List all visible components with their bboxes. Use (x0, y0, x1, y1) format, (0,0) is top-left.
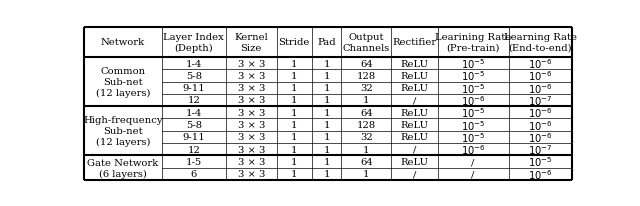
Text: /: / (472, 170, 475, 179)
Text: $10^{-5}$: $10^{-5}$ (461, 57, 485, 71)
Text: 3 × 3: 3 × 3 (237, 59, 265, 68)
Text: 1-4: 1-4 (186, 108, 202, 117)
Text: 64: 64 (360, 59, 372, 68)
Text: $10^{-5}$: $10^{-5}$ (461, 69, 485, 83)
Text: 12: 12 (188, 145, 200, 154)
Text: 1: 1 (323, 84, 330, 93)
Text: 1: 1 (291, 59, 298, 68)
Text: ReLU: ReLU (401, 108, 429, 117)
Text: 9-11: 9-11 (182, 133, 205, 142)
Text: $10^{-5}$: $10^{-5}$ (461, 106, 485, 120)
Text: ReLU: ReLU (401, 133, 429, 142)
Text: 3 × 3: 3 × 3 (237, 108, 265, 117)
Text: 128: 128 (356, 121, 376, 130)
Text: Rectifier: Rectifier (392, 38, 436, 47)
Text: Common
Sub-net
(12 layers): Common Sub-net (12 layers) (95, 67, 150, 98)
Text: 1: 1 (323, 121, 330, 130)
Text: Kernel
Size: Kernel Size (234, 33, 268, 53)
Text: ReLU: ReLU (401, 59, 429, 68)
Text: ReLU: ReLU (401, 84, 429, 93)
Text: Pad: Pad (317, 38, 336, 47)
Text: High-frequency
Sub-net
(12 layers): High-frequency Sub-net (12 layers) (83, 116, 163, 147)
Text: 1: 1 (323, 133, 330, 142)
Text: 1: 1 (291, 71, 298, 81)
Text: 1: 1 (323, 157, 330, 166)
Text: 32: 32 (360, 84, 372, 93)
Text: Learining Rate
(Pre-train): Learining Rate (Pre-train) (435, 33, 511, 53)
Text: 3 × 3: 3 × 3 (237, 145, 265, 154)
Text: Stride: Stride (278, 38, 310, 47)
Text: 1: 1 (291, 108, 298, 117)
Text: Network: Network (101, 38, 145, 47)
Text: 1: 1 (291, 170, 298, 179)
Text: $10^{-5}$: $10^{-5}$ (528, 155, 552, 169)
Text: Output
Channels: Output Channels (342, 33, 390, 53)
Text: $10^{-7}$: $10^{-7}$ (528, 94, 552, 107)
Text: 1: 1 (363, 145, 369, 154)
Text: 1: 1 (291, 96, 298, 105)
Text: 1: 1 (291, 145, 298, 154)
Text: $10^{-6}$: $10^{-6}$ (528, 106, 552, 120)
Text: $10^{-6}$: $10^{-6}$ (528, 69, 552, 83)
Text: 128: 128 (356, 71, 376, 81)
Text: /: / (472, 157, 475, 166)
Text: $10^{-6}$: $10^{-6}$ (528, 130, 552, 144)
Text: 1: 1 (323, 170, 330, 179)
Text: 3 × 3: 3 × 3 (237, 170, 265, 179)
Text: $10^{-6}$: $10^{-6}$ (528, 118, 552, 132)
Text: 1: 1 (291, 157, 298, 166)
Text: $10^{-6}$: $10^{-6}$ (528, 81, 552, 95)
Text: /: / (413, 145, 416, 154)
Text: /: / (413, 96, 416, 105)
Text: $10^{-6}$: $10^{-6}$ (461, 143, 486, 156)
Text: 3 × 3: 3 × 3 (237, 133, 265, 142)
Text: ReLU: ReLU (401, 121, 429, 130)
Text: 1: 1 (323, 96, 330, 105)
Text: 1-4: 1-4 (186, 59, 202, 68)
Text: 3 × 3: 3 × 3 (237, 157, 265, 166)
Text: 1: 1 (363, 96, 369, 105)
Text: 64: 64 (360, 157, 372, 166)
Text: 1: 1 (291, 84, 298, 93)
Text: 6: 6 (191, 170, 197, 179)
Text: 1: 1 (323, 108, 330, 117)
Text: 9-11: 9-11 (182, 84, 205, 93)
Text: $10^{-6}$: $10^{-6}$ (528, 167, 552, 181)
Text: 3 × 3: 3 × 3 (237, 71, 265, 81)
Text: 32: 32 (360, 133, 372, 142)
Text: Learning Rate
(End-to-end): Learning Rate (End-to-end) (504, 33, 577, 53)
Text: $10^{-6}$: $10^{-6}$ (528, 57, 552, 71)
Text: 12: 12 (188, 96, 200, 105)
Text: 1: 1 (291, 133, 298, 142)
Text: $10^{-6}$: $10^{-6}$ (461, 94, 486, 107)
Text: 64: 64 (360, 108, 372, 117)
Text: Layer Index
(Depth): Layer Index (Depth) (163, 33, 224, 53)
Text: 5-8: 5-8 (186, 71, 202, 81)
Text: ReLU: ReLU (401, 157, 429, 166)
Text: ReLU: ReLU (401, 71, 429, 81)
Text: 3 × 3: 3 × 3 (237, 84, 265, 93)
Text: $10^{-7}$: $10^{-7}$ (528, 143, 552, 156)
Text: 1: 1 (323, 59, 330, 68)
Text: 1-5: 1-5 (186, 157, 202, 166)
Text: /: / (413, 170, 416, 179)
Text: 1: 1 (323, 71, 330, 81)
Text: 3 × 3: 3 × 3 (237, 96, 265, 105)
Text: 3 × 3: 3 × 3 (237, 121, 265, 130)
Text: 1: 1 (363, 170, 369, 179)
Text: 5-8: 5-8 (186, 121, 202, 130)
Text: Gate Network
(6 layers): Gate Network (6 layers) (87, 158, 159, 178)
Text: 1: 1 (323, 145, 330, 154)
Text: $10^{-5}$: $10^{-5}$ (461, 81, 485, 95)
Text: $10^{-5}$: $10^{-5}$ (461, 118, 485, 132)
Text: $10^{-5}$: $10^{-5}$ (461, 130, 485, 144)
Text: 1: 1 (291, 121, 298, 130)
